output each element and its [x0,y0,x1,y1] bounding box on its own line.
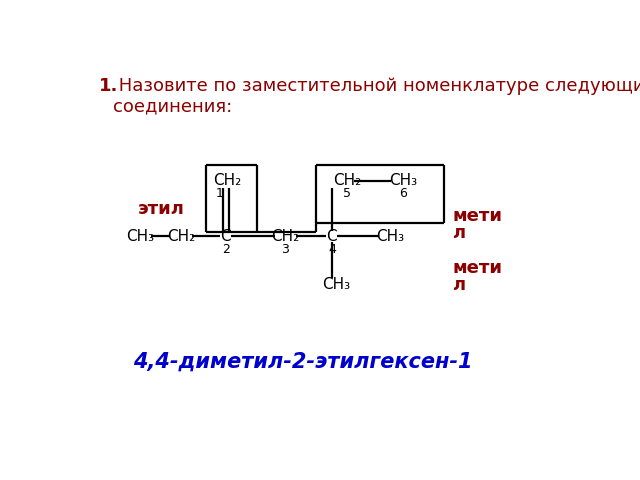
Text: 4,4-диметил-2-этилгексен-1: 4,4-диметил-2-этилгексен-1 [132,352,472,372]
Text: 1.: 1. [99,77,119,95]
Text: CH₂: CH₂ [271,229,300,244]
Text: CH₃: CH₃ [126,229,154,244]
Text: 1: 1 [216,187,223,200]
Text: CH₂: CH₂ [333,173,362,188]
Text: CH₂: CH₂ [213,173,241,188]
Text: мети
л: мети л [452,259,502,294]
Text: 3: 3 [282,243,289,256]
Text: Назовите по заместительной номенклатуре следующие
соединения:: Назовите по заместительной номенклатуре … [113,77,640,116]
Text: этил: этил [138,200,185,218]
Text: CH₂: CH₂ [166,229,195,244]
Text: мети
л: мети л [452,207,502,242]
Text: CH₃: CH₃ [376,229,404,244]
Text: 2: 2 [222,243,230,256]
Text: 4: 4 [328,243,336,256]
Text: C: C [326,229,337,244]
Text: 5: 5 [344,187,351,200]
Text: CH₃: CH₃ [389,173,417,188]
Text: 6: 6 [399,187,407,200]
Text: C: C [220,229,231,244]
Text: CH₃: CH₃ [322,277,350,292]
